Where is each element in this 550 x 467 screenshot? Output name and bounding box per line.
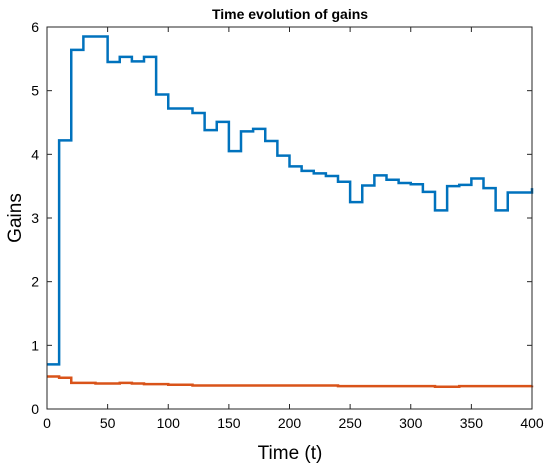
x-axis-label: Time (t)	[258, 443, 323, 464]
axis-layer: 0 50 100 150 200 250 300 350 400 0 1 2 3 4 5 6	[31, 19, 544, 431]
plot-frame	[46, 26, 533, 410]
y-tick-label: 2	[31, 274, 39, 290]
y-tick-label: 6	[31, 19, 39, 35]
x-tick-label: 350	[460, 415, 484, 431]
y-tick-label: 5	[31, 83, 39, 99]
x-tick-label: 150	[217, 415, 241, 431]
series-line-2	[47, 375, 534, 388]
x-tick-label: 0	[43, 415, 51, 431]
y-tick-label: 4	[31, 146, 39, 162]
x-tick-label: 250	[338, 415, 362, 431]
x-tick-label: 300	[399, 415, 423, 431]
series-layer	[47, 35, 534, 388]
series-line-1	[47, 35, 534, 366]
y-tick-label: 3	[31, 210, 39, 226]
x-tick-label: 400	[520, 415, 544, 431]
x-tick-label: 200	[278, 415, 302, 431]
y-tick-label: 1	[31, 337, 39, 353]
x-tick-label: 100	[157, 415, 181, 431]
y-tick-label: 0	[31, 401, 39, 417]
x-tick-label: 50	[100, 415, 116, 431]
y-axis-label: Gains	[5, 193, 26, 243]
chart-title: Time evolution of gains	[212, 6, 368, 22]
